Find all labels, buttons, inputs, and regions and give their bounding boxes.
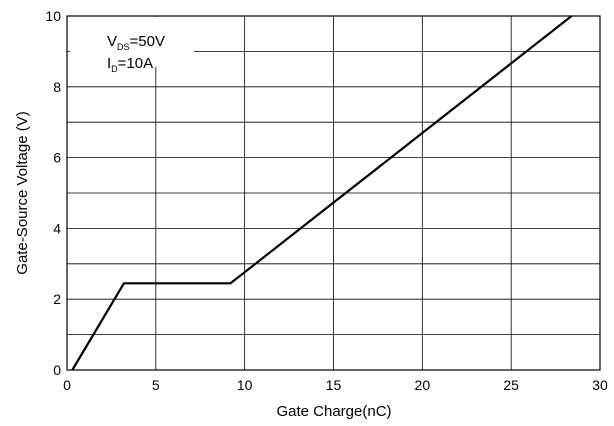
annotation-background — [70, 17, 194, 67]
y-tick-label: 6 — [53, 150, 61, 166]
grid-lines — [67, 16, 600, 370]
y-tick-label: 4 — [53, 220, 61, 236]
y-tick-label: 8 — [53, 79, 61, 95]
x-tick-label: 30 — [592, 377, 608, 393]
vds-annotation: VDS=50V — [107, 33, 165, 52]
x-tick-label: 5 — [152, 377, 160, 393]
y-tick-labels: 0 2 4 6 8 10 — [45, 8, 61, 378]
x-tick-label: 0 — [63, 377, 71, 393]
id-annotation: ID=10A — [107, 55, 153, 74]
x-axis-title: Gate Charge(nC) — [276, 403, 391, 420]
y-axis-title: Gate-Source Voltage (V) — [14, 111, 31, 274]
plot-area-frame — [66, 15, 601, 371]
y-tick-label: 10 — [45, 8, 61, 24]
x-tick-labels: 0 5 10 15 20 25 30 — [63, 377, 608, 393]
gate-voltage-curve — [71, 15, 573, 371]
x-tick-label: 10 — [237, 377, 253, 393]
y-tick-label: 2 — [53, 291, 61, 307]
x-tick-label: 25 — [503, 377, 519, 393]
x-tick-label: 20 — [415, 377, 431, 393]
y-tick-label: 0 — [53, 362, 61, 378]
x-tick-label: 15 — [326, 377, 342, 393]
